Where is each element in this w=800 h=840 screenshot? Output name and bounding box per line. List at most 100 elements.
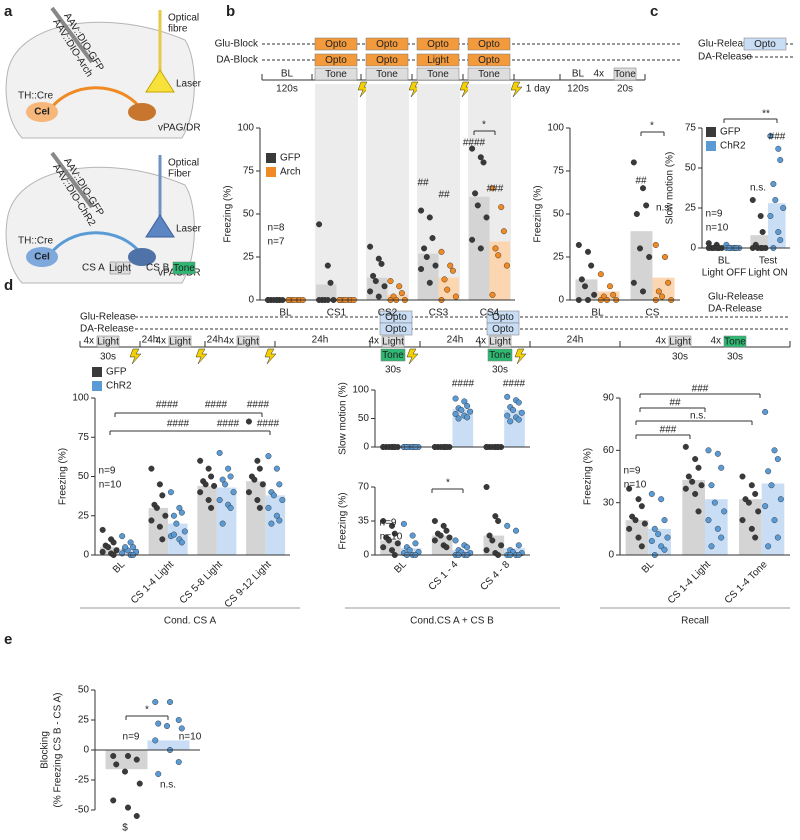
row-label: DA-Release bbox=[80, 324, 134, 335]
bar bbox=[216, 487, 237, 555]
data-point bbox=[630, 279, 637, 286]
annotation: * bbox=[482, 120, 486, 131]
y-tick-label: 100 bbox=[352, 385, 369, 396]
group-label: Cond. CS A bbox=[164, 616, 217, 627]
interval: 24h bbox=[142, 335, 159, 346]
laser-label: Laser bbox=[176, 79, 202, 90]
data-point bbox=[426, 214, 433, 221]
annotation: * bbox=[650, 121, 654, 132]
repeat: 4x bbox=[83, 336, 94, 347]
y-tick-label: 75 bbox=[685, 123, 697, 134]
cs-label: CS A bbox=[82, 263, 105, 274]
data-point bbox=[162, 512, 169, 519]
cei bbox=[26, 102, 58, 122]
y-tick-label: 0 bbox=[363, 442, 369, 453]
y-tick-label: 90 bbox=[603, 393, 615, 404]
bar bbox=[147, 740, 190, 750]
step-box bbox=[416, 67, 460, 81]
annotation: n.s. bbox=[690, 411, 706, 422]
bar bbox=[597, 291, 620, 300]
data-point bbox=[662, 253, 669, 260]
y-axis-label: Freezing (%) bbox=[338, 492, 349, 549]
data-point bbox=[689, 478, 696, 485]
tone-box bbox=[487, 348, 513, 362]
data-point bbox=[441, 276, 448, 283]
data-point bbox=[211, 482, 218, 489]
annotation: #### bbox=[156, 400, 179, 411]
data-point bbox=[127, 539, 134, 546]
lightning bbox=[510, 81, 523, 98]
data-point bbox=[507, 418, 514, 425]
data-point bbox=[578, 276, 585, 283]
data-point bbox=[378, 260, 385, 267]
y-tick-label: 0 bbox=[608, 550, 614, 561]
opto: Light bbox=[427, 55, 449, 66]
data-point bbox=[711, 499, 718, 506]
repeat: 4x bbox=[368, 336, 379, 347]
data-point bbox=[513, 527, 520, 534]
duration: 30s bbox=[672, 352, 688, 363]
annotation: ## bbox=[635, 176, 647, 187]
duration: 30s bbox=[727, 352, 743, 363]
x-tick-label: CS2 bbox=[378, 308, 398, 319]
repeat: 4x bbox=[223, 336, 234, 347]
data-point bbox=[483, 484, 490, 491]
annotation: ### bbox=[692, 384, 709, 395]
y-tick-label: 25 bbox=[243, 252, 255, 263]
data-point bbox=[148, 517, 155, 524]
data-point bbox=[443, 527, 450, 534]
data-point bbox=[480, 159, 487, 166]
step: Tone bbox=[614, 69, 636, 80]
laser-cone bbox=[145, 69, 175, 93]
fibre-label: Optical bbox=[168, 158, 199, 169]
data-point bbox=[655, 531, 662, 538]
repeat: 4x bbox=[655, 336, 666, 347]
data-point bbox=[489, 537, 496, 544]
opto-box bbox=[416, 53, 460, 67]
data-point bbox=[396, 283, 403, 290]
opto: Opto bbox=[427, 39, 449, 50]
data-point bbox=[774, 456, 781, 463]
annotation: n=7 bbox=[268, 237, 285, 248]
data-point bbox=[431, 537, 438, 544]
x-tick-label: CS 4 - 8 bbox=[478, 559, 512, 593]
data-point bbox=[757, 212, 764, 219]
data-point bbox=[591, 291, 598, 298]
data-point bbox=[391, 530, 398, 537]
legend-label: GFP bbox=[720, 127, 741, 138]
data-point bbox=[632, 517, 639, 524]
data-point bbox=[432, 262, 439, 269]
data-point bbox=[498, 204, 505, 211]
data-point bbox=[265, 453, 272, 460]
duration: 30s bbox=[492, 365, 508, 376]
data-point bbox=[495, 518, 502, 525]
data-point bbox=[227, 504, 234, 511]
data-point bbox=[166, 699, 173, 706]
annotation: ### bbox=[487, 184, 504, 195]
data-point bbox=[444, 286, 451, 293]
data-point bbox=[178, 725, 185, 732]
region-label: CeI bbox=[34, 107, 50, 118]
data-point bbox=[648, 490, 655, 497]
y-tick-label: 0 bbox=[83, 550, 89, 561]
y-tick-label: -50 bbox=[75, 805, 90, 816]
syringe bbox=[50, 151, 94, 209]
data-point bbox=[464, 544, 471, 551]
data-point bbox=[585, 248, 592, 255]
lightning bbox=[195, 348, 208, 365]
region-label: vPAG/DR bbox=[158, 123, 201, 134]
y-tick-label: 75 bbox=[78, 432, 90, 443]
data-point bbox=[748, 482, 755, 489]
step: BL bbox=[572, 69, 585, 80]
data-point bbox=[638, 543, 645, 550]
y-tick-label: 50 bbox=[78, 685, 90, 696]
data-point bbox=[708, 543, 715, 550]
data-point bbox=[254, 457, 261, 464]
data-point bbox=[113, 761, 120, 768]
data-point bbox=[133, 813, 140, 820]
duration: 120s bbox=[276, 84, 298, 95]
data-point bbox=[426, 279, 433, 286]
x-tick-label: BL bbox=[718, 256, 731, 267]
y-axis-label: Slow motion (%) bbox=[665, 152, 676, 225]
y-tick-label: 75 bbox=[553, 166, 565, 177]
